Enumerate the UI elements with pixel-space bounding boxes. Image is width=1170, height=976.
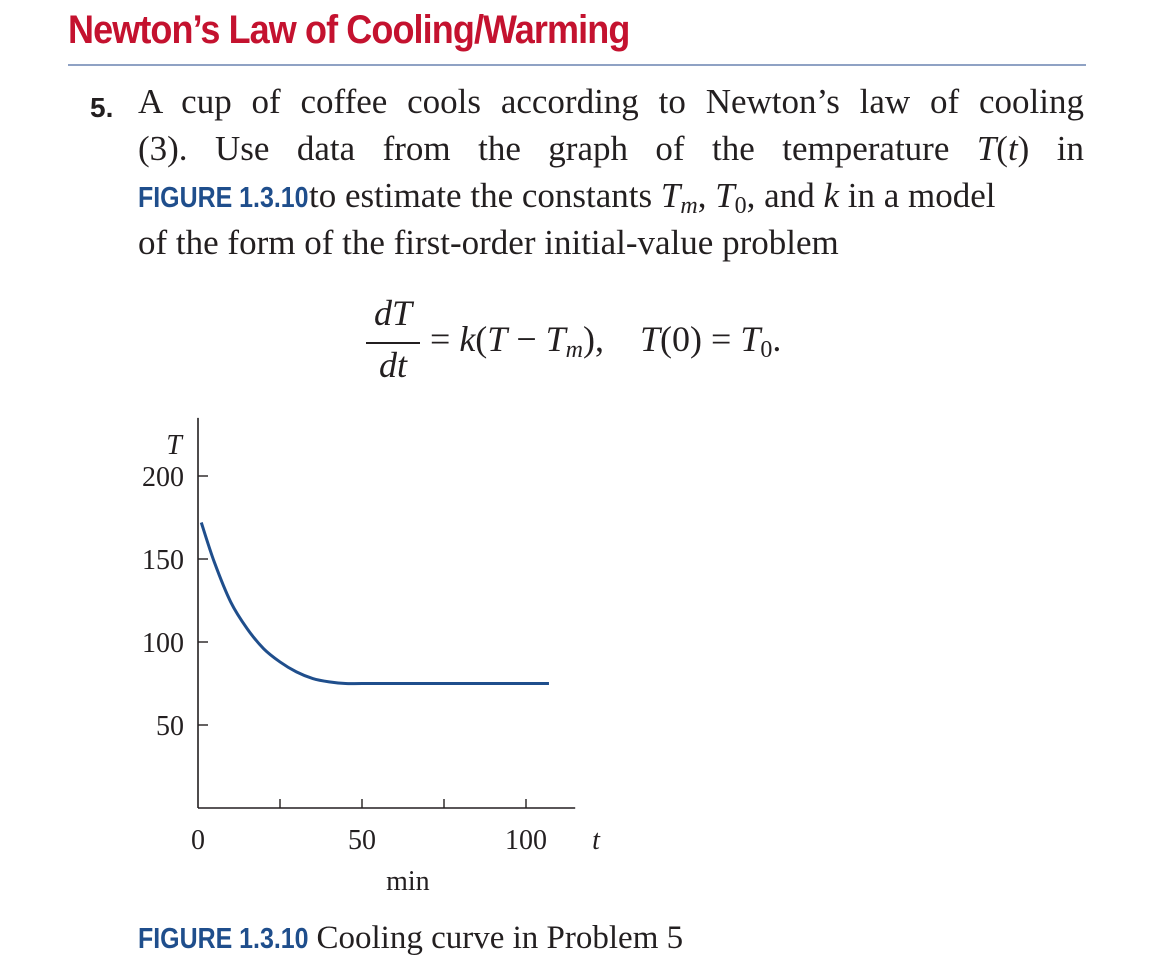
fraction-numerator: dT bbox=[373, 293, 413, 333]
line3-text: to estimate the constants bbox=[300, 176, 661, 215]
eq-zero: (0) = bbox=[660, 319, 741, 359]
line3-and: , and bbox=[746, 176, 824, 215]
problem-line-4: of the form of the first-order initial-v… bbox=[138, 223, 839, 262]
sub-0: 0 bbox=[734, 193, 747, 219]
problem-number: 5. bbox=[90, 92, 114, 123]
x-unit-label: min bbox=[386, 866, 430, 897]
problem-line-3: FIGURE 1.3.10 to estimate the constants … bbox=[138, 172, 996, 222]
eq-T-init: T bbox=[640, 319, 661, 359]
figure-reference-link[interactable]: FIGURE 1.3.10 bbox=[138, 182, 309, 214]
caption-label: FIGURE 1.3.10 bbox=[138, 923, 309, 955]
sub-m: m bbox=[680, 193, 698, 219]
y-tick-label: 200 bbox=[142, 462, 184, 493]
fraction-denominator: dt bbox=[378, 345, 407, 385]
eq-T: T bbox=[487, 319, 508, 359]
x-tick-label: 50 bbox=[348, 825, 376, 856]
line3-end: in a model bbox=[839, 176, 996, 215]
var-Tm: T bbox=[660, 176, 681, 215]
eq-equals: = bbox=[430, 319, 460, 359]
problem-line-2: (3). Use data from the graph of the temp… bbox=[138, 129, 1084, 168]
var-T: T bbox=[976, 129, 997, 168]
cooling-curve-chart: 50 100 150 200 0 50 100 Tt min bbox=[142, 417, 601, 897]
ivp-equation: dT dt = k(T − Tm), T(0) = T0. bbox=[360, 292, 920, 392]
chart-ticks bbox=[198, 475, 527, 808]
eq-minus: − bbox=[507, 319, 546, 359]
chart-labels: 50 100 150 200 0 50 100 Tt min bbox=[142, 430, 601, 897]
y-tick-label: 50 bbox=[156, 711, 184, 742]
x-axis-label: t bbox=[592, 825, 601, 856]
cooling-curve-line bbox=[199, 522, 549, 686]
eq-sub-m: m bbox=[565, 337, 584, 363]
fraction-bar bbox=[366, 342, 420, 344]
problem-line-1: A cup of coffee cools according to Newto… bbox=[138, 82, 1084, 121]
figure-caption: FIGURE 1.3.10 Cooling curve in Problem 5 bbox=[138, 920, 683, 957]
eq-Tm: T bbox=[545, 319, 566, 359]
var-T0: T bbox=[715, 176, 735, 215]
y-axis-label: T bbox=[166, 430, 184, 461]
eq-T0: T bbox=[740, 319, 761, 359]
line2-end: ) in bbox=[1017, 129, 1084, 168]
equation-rhs: = k(T − Tm), T(0) = T0. bbox=[430, 319, 782, 363]
x-tick-label: 0 bbox=[191, 825, 205, 856]
y-tick-label: 100 bbox=[142, 628, 184, 659]
x-tick-label: 100 bbox=[505, 825, 547, 856]
section-title: Newton’s Law of Cooling/Warming bbox=[68, 8, 630, 52]
eq-k: k bbox=[459, 319, 476, 359]
y-tick-label: 150 bbox=[142, 545, 184, 576]
var-k: k bbox=[823, 176, 839, 215]
eq-sub-0: 0 bbox=[760, 337, 773, 363]
var-t: t bbox=[1007, 129, 1018, 168]
title-rule bbox=[68, 64, 1086, 66]
caption-text: Cooling curve in Problem 5 bbox=[308, 920, 684, 956]
chart-axes bbox=[197, 417, 576, 809]
line2-text: (3). Use data from the graph of the temp… bbox=[138, 129, 977, 168]
